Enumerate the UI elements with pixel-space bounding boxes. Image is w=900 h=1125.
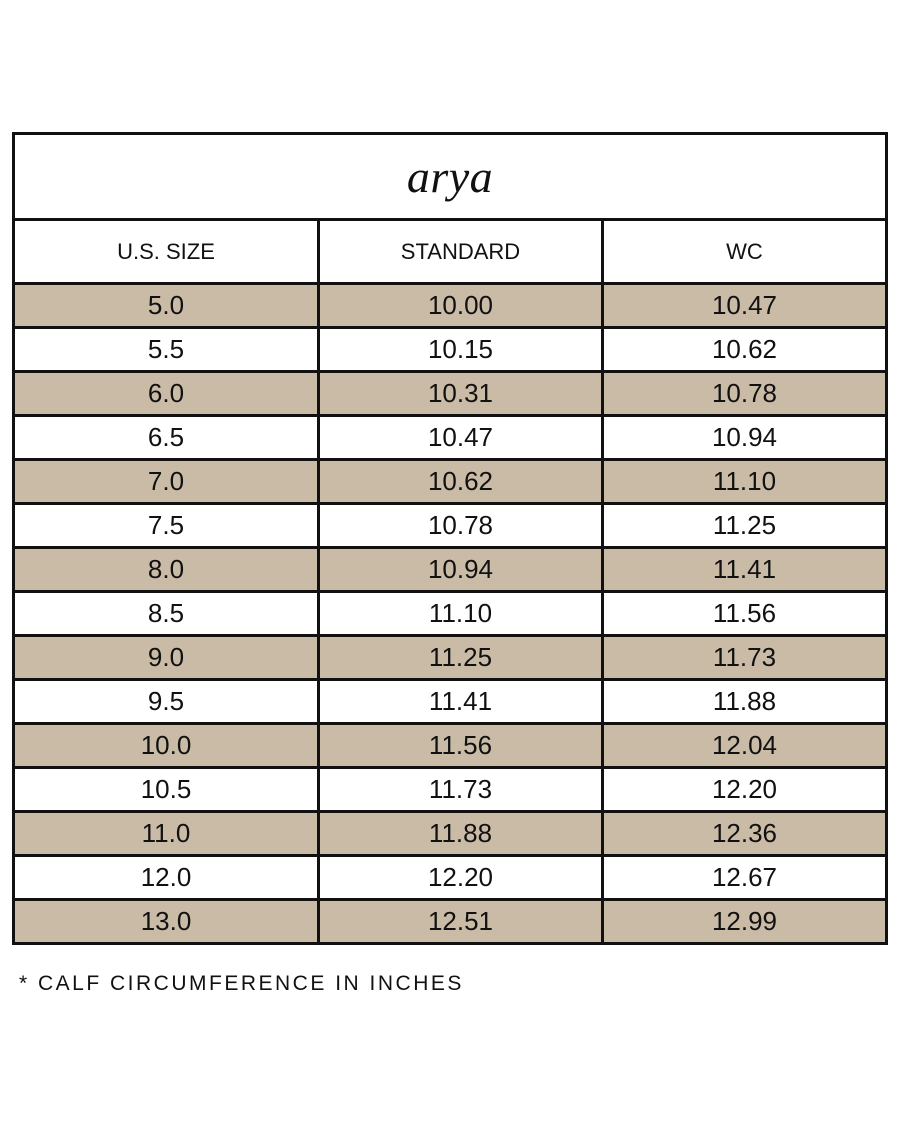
cell-standard: 10.31 [317,370,604,417]
cell-wc: 11.56 [601,590,888,637]
cell-standard: 11.88 [317,810,604,857]
table-row: 5.0 10.00 10.47 [12,282,888,329]
cell-us-size: 5.0 [12,282,320,329]
table-row: 7.5 10.78 11.25 [12,502,888,549]
title-row: arya [12,132,888,221]
footnote: * CALF CIRCUMFERENCE IN INCHES [19,972,464,995]
table-row: 9.0 11.25 11.73 [12,634,888,681]
cell-us-size: 6.0 [12,370,320,417]
cell-us-size: 7.0 [12,458,320,505]
cell-wc: 11.73 [601,634,888,681]
table-row: 8.5 11.10 11.56 [12,590,888,637]
table-body: 5.0 10.00 10.47 5.5 10.15 10.62 6.0 10.31 10.78 6… [12,282,888,945]
size-chart-table: arya U.S. SIZE STANDARD WC 5.0 10.00 10.47… [12,132,888,945]
cell-us-size: 9.0 [12,634,320,681]
cell-standard: 10.15 [317,326,604,373]
cell-wc: 11.88 [601,678,888,725]
header-standard: STANDARD [317,218,604,285]
cell-standard: 10.78 [317,502,604,549]
table-row: 9.5 11.41 11.88 [12,678,888,725]
cell-standard: 11.25 [317,634,604,681]
cell-wc: 10.47 [601,282,888,329]
cell-us-size: 9.5 [12,678,320,725]
cell-us-size: 7.5 [12,502,320,549]
cell-standard: 11.41 [317,678,604,725]
header-wc: WC [601,218,888,285]
chart-title: arya [12,132,888,221]
cell-us-size: 12.0 [12,854,320,901]
cell-wc: 12.67 [601,854,888,901]
table-row: 6.0 10.31 10.78 [12,370,888,417]
cell-standard: 11.10 [317,590,604,637]
cell-standard: 11.73 [317,766,604,813]
header-row: U.S. SIZE STANDARD WC [12,218,888,285]
cell-standard: 10.47 [317,414,604,461]
table-row: 11.0 11.88 12.36 [12,810,888,857]
table-row: 5.5 10.15 10.62 [12,326,888,373]
header-us-size: U.S. SIZE [12,218,320,285]
cell-wc: 11.25 [601,502,888,549]
cell-wc: 10.78 [601,370,888,417]
cell-wc: 12.36 [601,810,888,857]
cell-standard: 11.56 [317,722,604,769]
cell-us-size: 8.5 [12,590,320,637]
cell-wc: 10.94 [601,414,888,461]
cell-wc: 12.04 [601,722,888,769]
table-row: 13.0 12.51 12.99 [12,898,888,945]
cell-wc: 11.41 [601,546,888,593]
cell-wc: 12.20 [601,766,888,813]
cell-wc: 10.62 [601,326,888,373]
cell-us-size: 10.5 [12,766,320,813]
cell-us-size: 13.0 [12,898,320,945]
cell-wc: 11.10 [601,458,888,505]
table-row: 6.5 10.47 10.94 [12,414,888,461]
cell-us-size: 6.5 [12,414,320,461]
table-row: 10.0 11.56 12.04 [12,722,888,769]
cell-standard: 10.00 [317,282,604,329]
cell-us-size: 8.0 [12,546,320,593]
cell-us-size: 10.0 [12,722,320,769]
cell-standard: 10.62 [317,458,604,505]
cell-standard: 12.51 [317,898,604,945]
table-row: 10.5 11.73 12.20 [12,766,888,813]
cell-standard: 10.94 [317,546,604,593]
table-row: 12.0 12.20 12.67 [12,854,888,901]
table-row: 7.0 10.62 11.10 [12,458,888,505]
cell-us-size: 5.5 [12,326,320,373]
cell-standard: 12.20 [317,854,604,901]
cell-wc: 12.99 [601,898,888,945]
table-row: 8.0 10.94 11.41 [12,546,888,593]
cell-us-size: 11.0 [12,810,320,857]
